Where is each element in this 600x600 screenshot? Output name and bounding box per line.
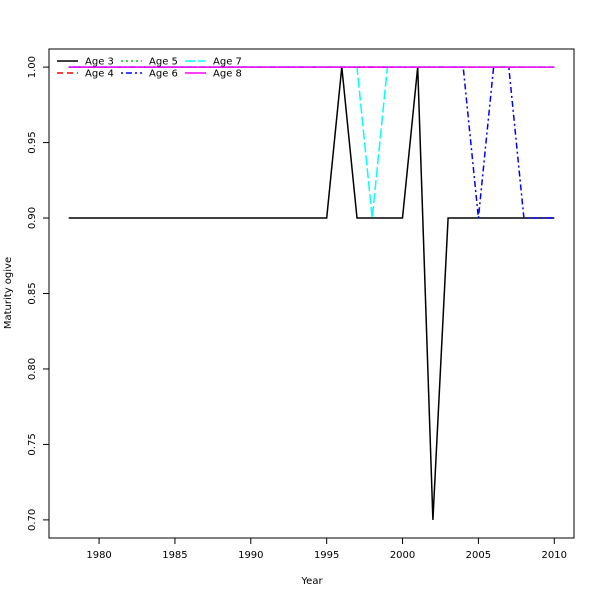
x-axis: 1980 1985 1990 1995 2000 2005 2010 — [86, 538, 567, 561]
legend-label-age-6: Age 6 — [149, 69, 178, 80]
legend-label-age-7: Age 7 — [213, 57, 242, 68]
y-tick-label: 0.70 — [27, 509, 38, 531]
legend-label-age-4: Age 4 — [85, 69, 114, 80]
series-line-age-7 — [68, 66, 555, 219]
y-axis: 0.70 0.75 0.80 0.85 0.90 0.95 1.00 — [27, 56, 49, 531]
x-tick-label: 1995 — [314, 550, 339, 561]
y-tick-label: 0.90 — [27, 207, 38, 229]
y-tick-label: 0.75 — [27, 433, 38, 455]
legend-label-age-5: Age 5 — [149, 57, 178, 68]
plot-frame — [48, 48, 575, 539]
series-layer — [68, 66, 555, 520]
x-tick-label: 1985 — [162, 550, 187, 561]
y-tick-label: 0.80 — [27, 358, 38, 380]
series-line-age-6 — [68, 66, 555, 219]
series-line-age-3 — [68, 67, 555, 520]
legend-label-age-3: Age 3 — [85, 57, 114, 68]
x-axis-title: Year — [300, 576, 323, 587]
y-tick-label: 0.85 — [27, 282, 38, 304]
x-tick-label: 1980 — [86, 550, 111, 561]
legend-label-age-8: Age 8 — [213, 69, 242, 80]
y-axis-title: Maturity ogive — [3, 257, 14, 329]
y-tick-label: 0.95 — [27, 131, 38, 153]
x-tick-label: 2000 — [390, 550, 415, 561]
y-tick-label: 1.00 — [27, 56, 38, 78]
x-tick-label: 2010 — [542, 550, 567, 561]
x-tick-label: 1990 — [238, 550, 263, 561]
x-tick-label: 2005 — [466, 550, 491, 561]
